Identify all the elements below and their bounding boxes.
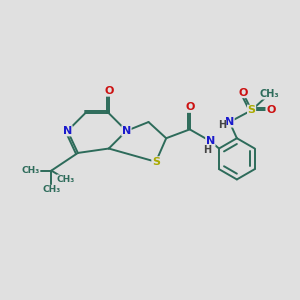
Text: S: S (152, 157, 160, 167)
Text: N: N (122, 126, 131, 136)
Text: CH₃: CH₃ (260, 89, 279, 99)
Text: O: O (185, 102, 194, 112)
Text: N: N (206, 136, 215, 146)
Text: H: H (218, 120, 226, 130)
Text: CH₃: CH₃ (42, 185, 61, 194)
Text: CH₃: CH₃ (57, 175, 75, 184)
Text: H: H (203, 145, 211, 155)
Text: CH₃: CH₃ (22, 166, 40, 175)
Text: S: S (248, 105, 256, 115)
Text: O: O (238, 88, 248, 98)
Text: N: N (225, 117, 234, 127)
Text: N: N (63, 126, 72, 136)
Text: O: O (266, 105, 275, 115)
Text: O: O (104, 86, 113, 96)
